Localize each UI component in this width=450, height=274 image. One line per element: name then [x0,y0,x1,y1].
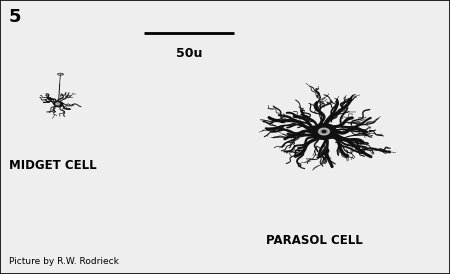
Circle shape [320,124,335,133]
Circle shape [56,103,59,105]
Circle shape [311,125,327,135]
Text: Picture by R.W. Rodrieck: Picture by R.W. Rodrieck [9,257,119,266]
Circle shape [315,130,330,139]
Circle shape [322,130,326,133]
Circle shape [315,124,330,133]
Text: PARASOL CELL: PARASOL CELL [266,234,362,247]
Circle shape [322,127,337,136]
Circle shape [319,128,329,135]
Circle shape [311,129,327,138]
Text: 5: 5 [9,8,22,26]
Circle shape [314,125,334,138]
Text: 50u: 50u [176,47,202,59]
Text: MIDGET CELL: MIDGET CELL [9,159,97,172]
Circle shape [320,130,335,139]
Circle shape [54,102,63,107]
